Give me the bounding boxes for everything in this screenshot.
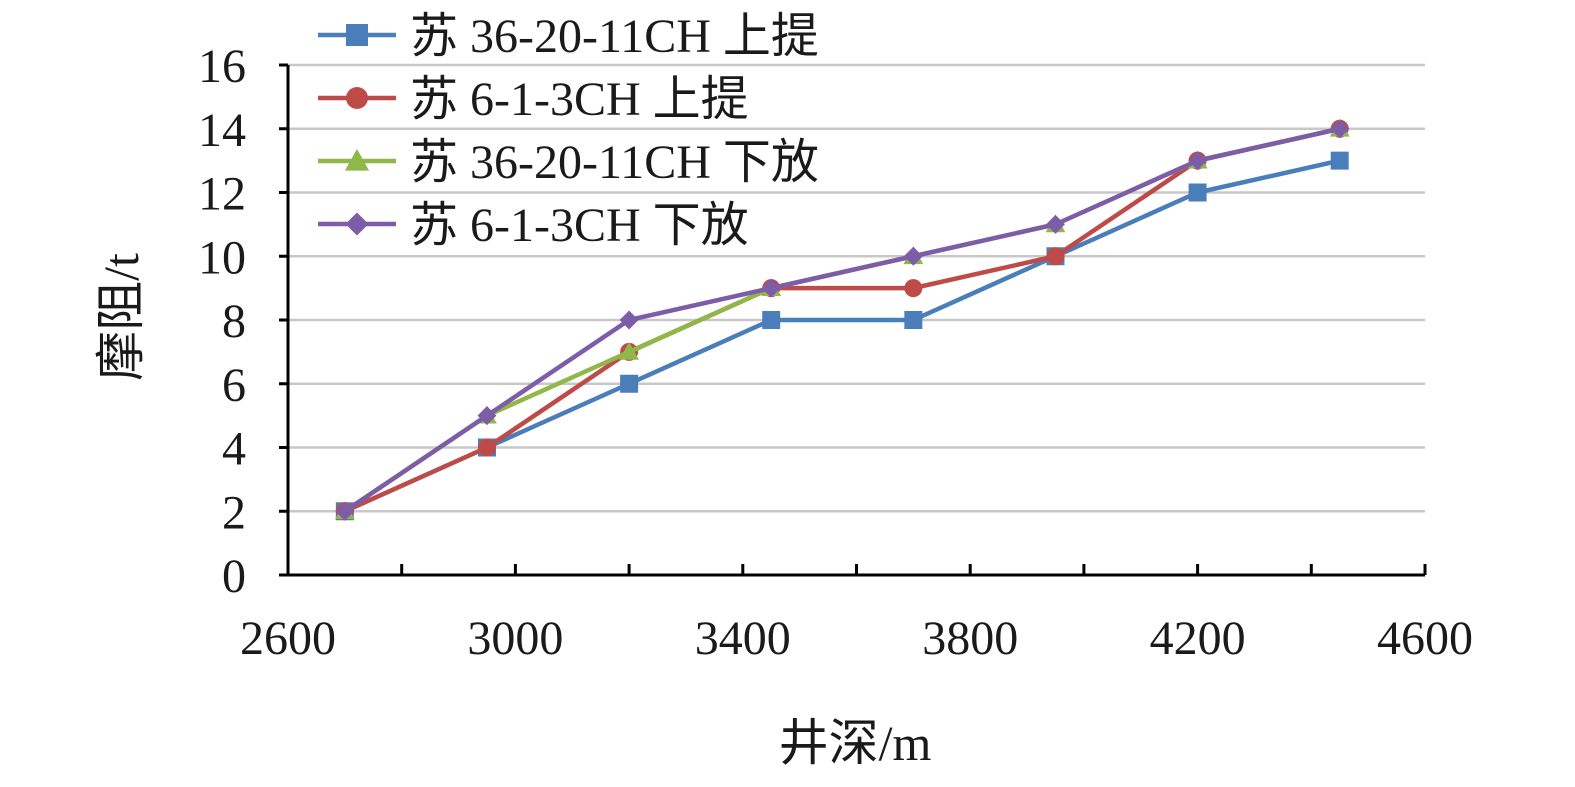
x-tick-label-5: 4600: [1377, 612, 1473, 665]
x-tick-label-2: 3400: [695, 612, 791, 665]
y-tick-label-2: 4: [222, 423, 246, 476]
legend-label-3: 苏 6-1-3CH 下放: [410, 199, 749, 252]
legend-item-1: 苏 6-1-3CH 上提: [318, 73, 749, 126]
x-tick-label-4: 4200: [1150, 612, 1246, 665]
legend-item-3: 苏 6-1-3CH 下放: [318, 199, 749, 252]
series-3-point-2: [619, 310, 639, 330]
tick-labels: 0 2 4 6 8 10 12 14 16 2600 3000 3400 3800 4200 4600: [198, 40, 1473, 665]
series-3-line: [343, 126, 1341, 514]
series-1-point-1: [477, 438, 496, 457]
series-3-point-0: [335, 501, 355, 521]
series-1-point-5: [1046, 247, 1065, 266]
legend-item-0: 苏 36-20-11CH 上提: [318, 10, 819, 63]
x-tick-label-1: 3000: [467, 612, 563, 665]
axes: [279, 63, 1427, 577]
y-axis-title: 摩阻/t: [93, 253, 149, 381]
series-0-point-4: [904, 311, 923, 329]
legend-label-2: 苏 36-20-11CH 下放: [410, 136, 819, 189]
series-2-point-2: [619, 341, 639, 360]
y-tick-label-6: 12: [198, 168, 246, 221]
series-1-line: [343, 126, 1341, 514]
y-tick-label-1: 2: [222, 486, 246, 539]
series-0-point-3: [762, 311, 781, 329]
y-tick-label-3: 6: [222, 359, 246, 412]
series-0-point-7: [1330, 151, 1349, 170]
legend-swatch-marker-0: [346, 24, 368, 46]
legend-swatch-marker-2: [344, 148, 370, 171]
series-3-point-5: [1046, 214, 1065, 234]
series-3-point-1: [477, 406, 497, 426]
series-3-point-6: [1188, 151, 1208, 171]
legend-swatch-marker-3: [345, 212, 369, 236]
series-3-point-4: [903, 246, 923, 266]
series-0-point-6: [1188, 183, 1207, 202]
legend-label-0: 苏 36-20-11CH 上提: [410, 10, 819, 63]
x-tick-label-0: 2600: [240, 612, 336, 665]
series-3-point-7: [1330, 119, 1350, 139]
series-3-point-3: [761, 278, 781, 298]
series-1-point-4: [904, 279, 923, 298]
legend: 苏 36-20-11CH 上提苏 6-1-3CH 上提苏 36-20-11CH …: [318, 10, 819, 252]
series-0-point-2: [620, 374, 639, 393]
legend-item-2: 苏 36-20-11CH 下放: [318, 136, 819, 189]
y-tick-label-0: 0: [222, 550, 246, 603]
legend-label-1: 苏 6-1-3CH 上提: [410, 73, 749, 126]
grid-lines: [288, 63, 1425, 513]
y-tick-label-8: 16: [198, 40, 246, 93]
series-3: [335, 119, 1350, 521]
series-0-line: [343, 158, 1341, 514]
y-tick-label-5: 10: [198, 231, 246, 284]
y-tick-label-4: 8: [222, 295, 246, 348]
series-layer: [334, 118, 1350, 521]
x-tick-label-3: 3800: [922, 612, 1018, 665]
y-tick-label-7: 14: [198, 104, 246, 157]
x-axis-title: 井深/m: [779, 715, 932, 771]
legend-swatch-marker-1: [346, 87, 368, 109]
